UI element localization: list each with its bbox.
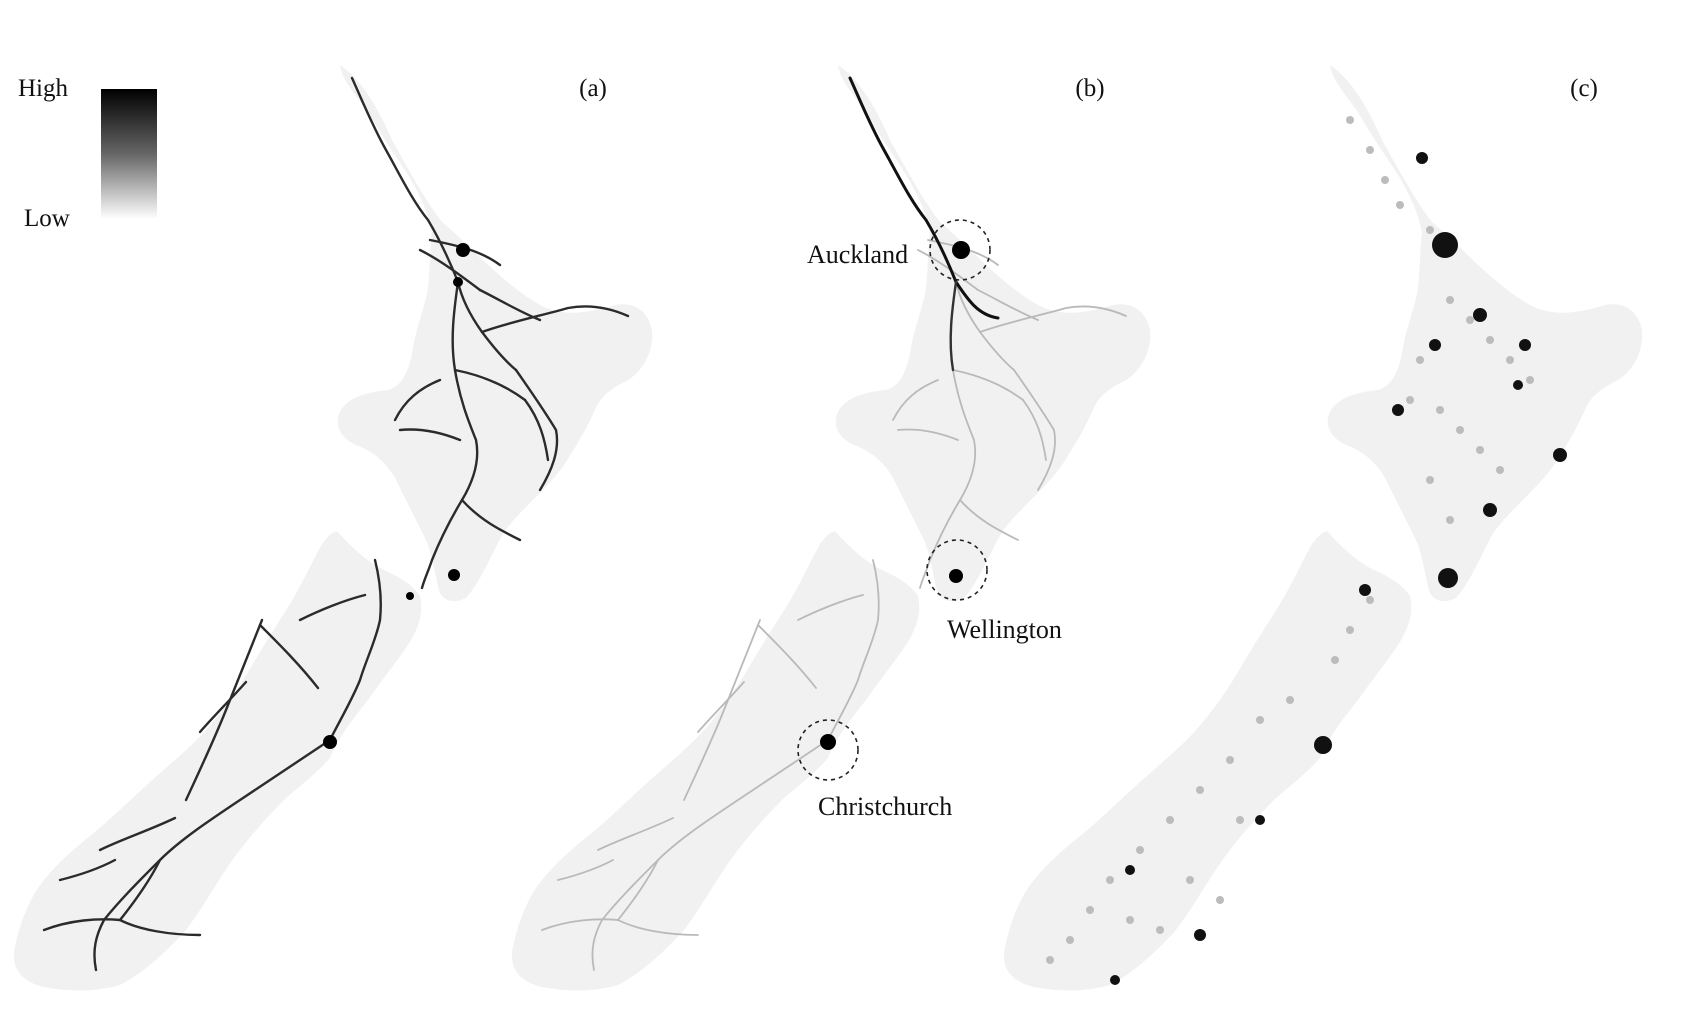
panel-c-map — [1003, 65, 1643, 991]
wellington-label: Wellington — [947, 615, 1062, 644]
christchurch-label: Christchurch — [818, 792, 952, 821]
wellington-highlight-circle — [926, 539, 988, 601]
legend-low-label: Low — [24, 205, 70, 232]
legend: High Low — [18, 75, 157, 232]
legend-color-ramp — [101, 89, 157, 219]
auckland-label: Auckland — [807, 240, 908, 269]
auckland-highlight-circle — [929, 219, 991, 281]
panel-b-map — [511, 65, 1151, 991]
panel-a-map — [13, 65, 653, 991]
christchurch-highlight-circle — [797, 719, 859, 781]
panel-label-a: (a) — [579, 75, 607, 102]
panel-label-b: (b) — [1075, 75, 1104, 102]
panel-label-c: (c) — [1570, 75, 1598, 102]
legend-high-label: High — [18, 75, 69, 102]
